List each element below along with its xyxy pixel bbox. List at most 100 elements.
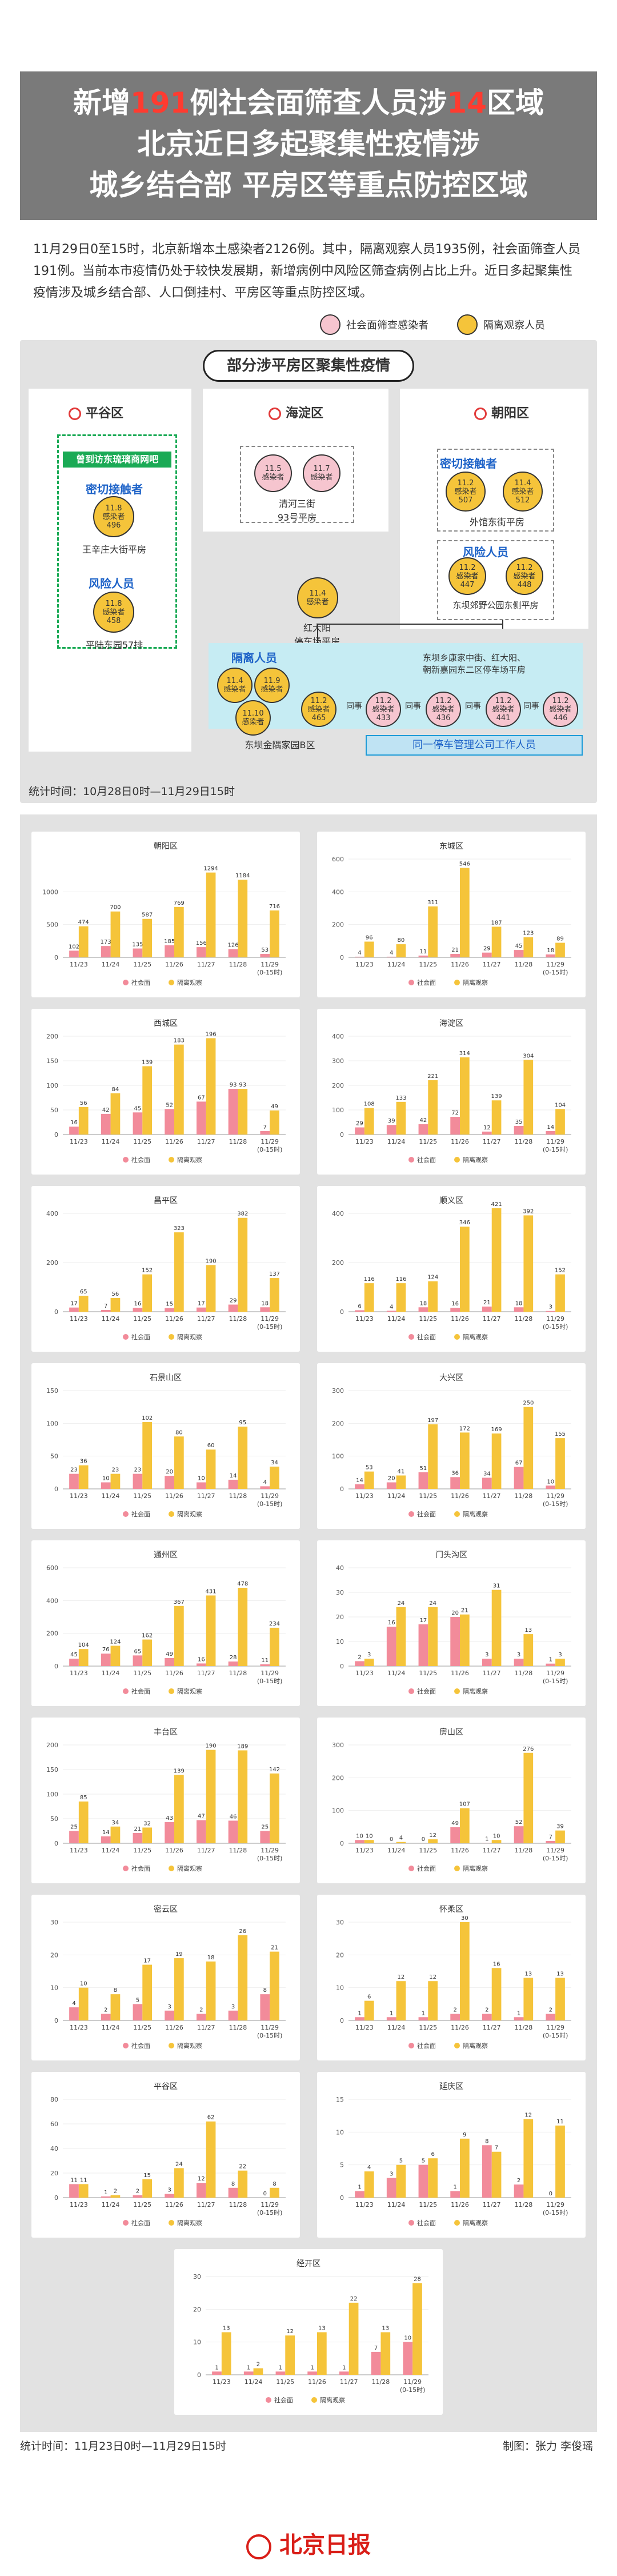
bar bbox=[396, 1981, 406, 2020]
y-tick-label: 200 bbox=[332, 1420, 344, 1427]
bar bbox=[386, 2178, 396, 2198]
bar bbox=[450, 1117, 460, 1135]
data-label: 3 bbox=[549, 1304, 552, 1311]
bar bbox=[78, 1465, 89, 1489]
bar bbox=[228, 1820, 238, 1843]
bar bbox=[482, 1477, 492, 1489]
legend-label: 隔离观察 bbox=[463, 2042, 488, 2050]
x-tick-label: 11/28 bbox=[229, 2201, 247, 2208]
bar bbox=[418, 1307, 428, 1312]
bar bbox=[174, 1605, 184, 1666]
x-tick-label: 11/27 bbox=[197, 1847, 215, 1854]
legend-swatch-social bbox=[408, 2043, 414, 2048]
data-label: 11 bbox=[261, 1658, 269, 1664]
y-tick-label: 20 bbox=[336, 1951, 344, 1959]
data-label: 67 bbox=[198, 1095, 205, 1101]
bar bbox=[460, 1432, 470, 1489]
y-tick-label: 200 bbox=[332, 1774, 344, 1782]
x-tick-label: 11/25 bbox=[276, 2378, 294, 2386]
x-tick-label: 11/24 bbox=[387, 961, 406, 968]
x-tick-label: 11/28 bbox=[515, 1847, 533, 1854]
bar bbox=[165, 1308, 174, 1312]
data-label: 56 bbox=[112, 1291, 119, 1297]
x-tick-label: 11/29 bbox=[261, 2201, 279, 2208]
x-tick-label: (0-15时) bbox=[543, 1678, 568, 1685]
y-tick-label: 300 bbox=[332, 1057, 344, 1065]
legend-label: 隔离观察 bbox=[463, 1333, 488, 1341]
x-tick-label: (0-15时) bbox=[543, 1323, 568, 1331]
x-tick-label: 11/26 bbox=[451, 961, 469, 968]
data-label: 18 bbox=[420, 1300, 427, 1307]
data-label: 65 bbox=[134, 1648, 142, 1655]
bar bbox=[238, 1427, 248, 1489]
x-tick-label: 11/24 bbox=[387, 1315, 406, 1323]
legend-label: 社会面 bbox=[417, 1333, 436, 1341]
bar bbox=[460, 1614, 470, 1666]
x-tick-label: 11/27 bbox=[197, 2201, 215, 2208]
bar bbox=[491, 1589, 502, 1666]
bar bbox=[546, 1311, 556, 1312]
bar bbox=[514, 1125, 524, 1135]
data-label: 1184 bbox=[235, 873, 250, 879]
bar bbox=[142, 1274, 152, 1312]
link-label: 同事 bbox=[523, 702, 539, 711]
data-label: 1 bbox=[485, 1836, 488, 1842]
legend-label: 社会面 bbox=[417, 1510, 436, 1518]
x-tick-label: 11/27 bbox=[483, 1670, 501, 1677]
data-label: 34 bbox=[483, 1471, 491, 1477]
bar bbox=[101, 946, 111, 957]
x-tick-label: 11/27 bbox=[483, 1492, 501, 1500]
legend: 社会面筛查感染者 隔离观察人员 bbox=[320, 313, 574, 336]
x-tick-label: 11/24 bbox=[245, 2378, 263, 2386]
bar bbox=[523, 1215, 534, 1312]
y-tick-label: 30 bbox=[336, 1589, 344, 1596]
x-tick-label: 11/28 bbox=[515, 2024, 533, 2031]
x-tick-label: (0-15时) bbox=[257, 2032, 283, 2039]
bar bbox=[523, 2119, 534, 2198]
bar bbox=[285, 2335, 295, 2375]
data-label: 126 bbox=[228, 942, 239, 949]
bar bbox=[197, 1820, 206, 1843]
data-label: 12 bbox=[286, 2329, 294, 2335]
y-tick-label: 0 bbox=[54, 1840, 58, 1847]
data-label: 16 bbox=[388, 1620, 395, 1626]
data-label: 13 bbox=[524, 1627, 532, 1634]
data-label: 716 bbox=[269, 904, 280, 910]
data-label: 17 bbox=[420, 1618, 427, 1624]
bar bbox=[228, 949, 238, 957]
y-tick-label: 100 bbox=[46, 1082, 58, 1089]
data-label: 20 bbox=[451, 1610, 459, 1616]
bar bbox=[380, 2332, 391, 2375]
data-label: 13 bbox=[223, 2325, 230, 2331]
bar bbox=[270, 1110, 279, 1135]
data-label: 52 bbox=[515, 1819, 523, 1826]
bar bbox=[450, 1827, 460, 1843]
bar bbox=[206, 1449, 216, 1489]
x-tick-label: 11/28 bbox=[229, 961, 247, 968]
bar bbox=[396, 1607, 406, 1666]
bar bbox=[101, 1482, 111, 1489]
x-tick-label: 11/26 bbox=[165, 1492, 183, 1500]
data-label: 28 bbox=[414, 2276, 421, 2282]
x-tick-label: 11/28 bbox=[229, 1847, 247, 1854]
data-label: 7 bbox=[104, 1303, 107, 1309]
green-dashed-box bbox=[57, 434, 177, 649]
y-tick-label: 0 bbox=[340, 2017, 344, 2024]
bar bbox=[450, 2014, 460, 2020]
bar bbox=[514, 1307, 524, 1312]
legend-label: 社会面 bbox=[417, 1687, 436, 1695]
data-label: 1 bbox=[247, 2365, 250, 2371]
data-label: 0 bbox=[549, 2191, 552, 2197]
risk-person-label: 风险人员 bbox=[463, 545, 508, 559]
data-label: 1294 bbox=[203, 866, 218, 872]
data-label: 323 bbox=[174, 1225, 185, 1232]
data-label: 12 bbox=[429, 1974, 436, 1980]
x-tick-label: 11/28 bbox=[515, 1492, 533, 1500]
case-node: 11.8 感染者 458 bbox=[93, 592, 134, 633]
case-node: 11.2 感染者 507 bbox=[446, 472, 486, 512]
case-node: 11.2 感染者 447 bbox=[448, 557, 486, 595]
data-label: 14 bbox=[547, 1124, 554, 1131]
legend-label: 社会面 bbox=[274, 2396, 293, 2404]
data-label: 80 bbox=[398, 937, 405, 944]
data-label: 6 bbox=[358, 1303, 361, 1309]
